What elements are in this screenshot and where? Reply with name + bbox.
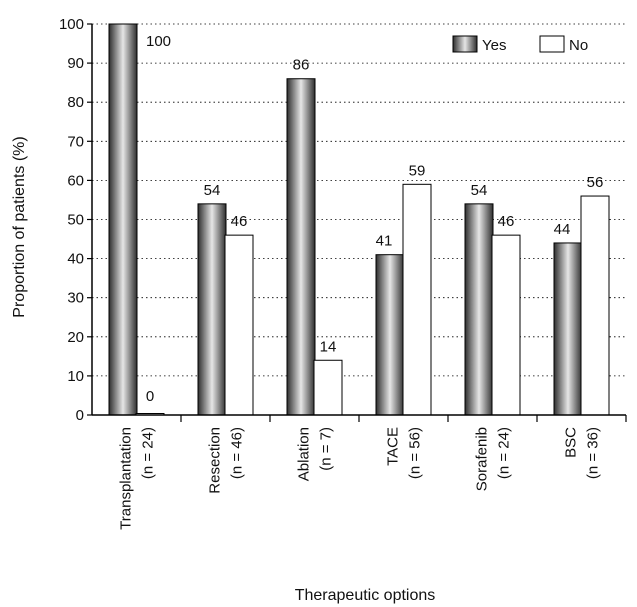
x-category-label: Transplantation	[118, 427, 135, 530]
data-label-no-4: 46	[498, 213, 515, 230]
bar-no-1	[224, 234, 254, 416]
data-label-no-2: 14	[320, 338, 337, 355]
y-tick-label: 60	[67, 172, 84, 189]
x-category-label: Resection	[207, 427, 224, 494]
x-category-label: (n = 7)	[318, 427, 335, 471]
data-label-yes-5: 44	[554, 221, 571, 238]
bar-yes-4	[464, 203, 494, 416]
x-category-label: (n = 24)	[496, 427, 513, 479]
y-tick-label: 30	[67, 290, 84, 307]
x-category-label: TACE	[385, 427, 402, 466]
bar-no-2	[313, 359, 343, 416]
data-label-yes-1: 54	[204, 182, 221, 199]
data-label-yes-3: 41	[376, 233, 393, 250]
y-tick-label: 50	[67, 212, 84, 229]
y-tick-label: 20	[67, 329, 84, 346]
x-category-label: (n = 36)	[585, 427, 602, 479]
y-tick-label: 70	[67, 133, 84, 150]
data-label-no-0: 0	[146, 388, 154, 405]
bar-no-3	[402, 183, 432, 416]
bar-no-5	[580, 195, 610, 416]
x-category-label: (n = 46)	[229, 427, 246, 479]
bar-yes-1	[197, 203, 227, 416]
legend-swatch-yes	[452, 35, 478, 53]
bar-yes-5	[553, 242, 583, 416]
x-category-label: Ablation	[296, 427, 313, 481]
data-label-yes-4: 54	[471, 182, 488, 199]
data-label-yes-0: 100	[146, 33, 171, 50]
x-category-label: BSC	[563, 427, 580, 458]
data-label-yes-2: 86	[293, 57, 310, 74]
data-label-no-5: 56	[587, 174, 604, 191]
data-label-no-3: 59	[409, 162, 426, 179]
labels: 0 10 20 30 40 50 60 70 80 90 100 100 0 Transplantatio…	[59, 16, 603, 530]
y-axis-title: Proportion of patients (%)	[11, 136, 28, 317]
bar-yes-0	[108, 23, 138, 416]
axes	[87, 23, 627, 422]
y-tick-label: 80	[67, 94, 84, 111]
y-tick-label: 10	[67, 368, 84, 385]
data-label-no-1: 46	[231, 213, 248, 230]
gridlines	[92, 23, 626, 377]
x-category-label: (n = 24)	[140, 427, 157, 479]
y-tick-label: 100	[59, 16, 84, 33]
legend-swatch-no	[539, 35, 565, 53]
x-axis-title: Therapeutic options	[295, 587, 436, 604]
x-category-label: Sorafenib	[474, 427, 491, 491]
bar-yes-2	[286, 78, 316, 416]
legend-label-yes: Yes	[482, 37, 506, 54]
legend: Yes No	[452, 35, 588, 54]
y-tick-label: 90	[67, 55, 84, 72]
bar-yes-3	[375, 254, 405, 416]
legend-label-no: No	[569, 37, 588, 54]
y-tick-label: 0	[76, 407, 84, 424]
y-tick-label: 40	[67, 251, 84, 268]
x-category-label: (n = 56)	[407, 427, 424, 479]
bars	[108, 23, 610, 416]
bar-no-4	[491, 234, 521, 416]
